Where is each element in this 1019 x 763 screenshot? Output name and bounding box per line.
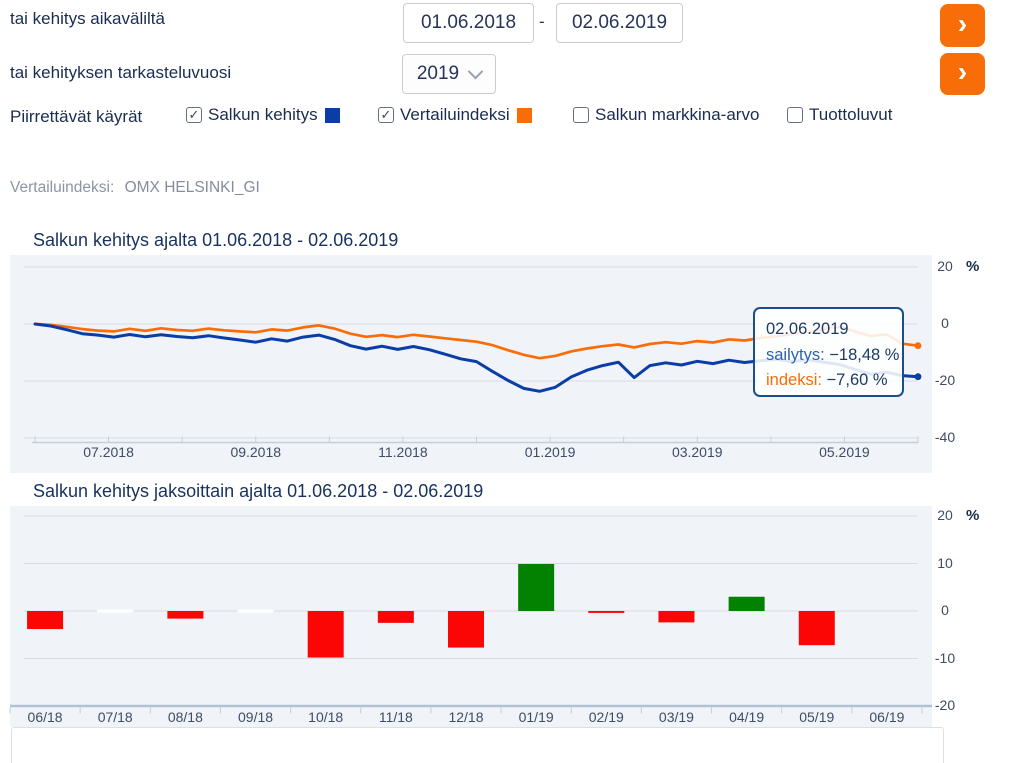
tooltip-index-label: indeksi: [766, 371, 822, 389]
bar-11/18[interactable] [377, 611, 414, 623]
bar-chart-panel[interactable]: 06/18 07/18 08/18 09/18 10/18 11/18 12/18 01/19… [9, 506, 932, 727]
bar-04/19[interactable] [728, 596, 765, 611]
y-tick-label: 20 [937, 258, 953, 274]
checkbox-vertailuindeksi[interactable]: ✓ Vertailuindeksi [378, 104, 532, 126]
bar-06/18[interactable] [27, 611, 64, 630]
x-tick-label: 09.2018 [230, 444, 282, 460]
checkbox-label: Salkun kehitys [208, 105, 318, 124]
line-chart-x-axis: 07.2018 09.2018 11.2018 01.2019 03.2019 05.20… [10, 444, 932, 462]
checkbox-checked-icon: ✓ [378, 107, 394, 123]
bar-08/18[interactable] [167, 611, 204, 619]
y-tick-label: -20 [934, 697, 956, 713]
next-section-panel [11, 727, 944, 763]
x-tick-label: 01.2019 [524, 444, 576, 460]
year-select[interactable]: 2019 [402, 54, 496, 94]
line-chart-title: Salkun kehitys ajalta 01.06.2018 - 02.06… [33, 230, 399, 250]
x-tick-label: 06/18 [27, 709, 63, 725]
checkbox-salkun-markkina-arvo[interactable]: Salkun markkina-arvo [573, 104, 759, 126]
y-tick-label: 10 [937, 554, 953, 571]
date-range-separator: - [539, 12, 545, 31]
checkbox-label: Tuottoluvut [809, 105, 893, 124]
tooltip-date: 02.06.2019 [766, 320, 849, 338]
year-label: tai kehityksen tarkasteluvuosi [10, 63, 232, 82]
x-tick-label: 07.2018 [83, 444, 134, 460]
x-tick-label: 12/18 [448, 709, 484, 725]
bar-chart-canvas[interactable] [9, 506, 932, 727]
x-tick-label: 07/18 [97, 709, 133, 725]
x-tick-label: 06/19 [869, 709, 905, 725]
y-tick-label: -10 [934, 649, 956, 666]
x-tick-label: 03.2019 [671, 444, 723, 460]
checkbox-salkun-kehitys[interactable]: ✓ Salkun kehitys [186, 104, 340, 126]
x-tick-label: 04/19 [729, 709, 765, 725]
checkbox-label: Vertailuindeksi [400, 105, 510, 124]
checkbox-tuottoluvut[interactable]: Tuottoluvut [787, 104, 892, 126]
y-tick-label: 20 [937, 507, 953, 523]
y-tick-label: -20 [934, 372, 956, 388]
bar-zero-07/18 [97, 609, 134, 613]
date-range-label: tai kehitys aikaväliltä [10, 9, 165, 28]
bar-10/18[interactable] [307, 611, 344, 658]
benchmark-row: Vertailuindeksi: OMX HELSINKI_GI [10, 179, 260, 197]
y-tick-label: -40 [934, 429, 956, 445]
series-end-dot-indeksi [914, 342, 922, 350]
bar-03/19[interactable] [658, 611, 695, 623]
x-tick-label: 08/18 [167, 709, 203, 725]
series-color-swatch-orange [516, 107, 532, 123]
chevron-right-icon: › [957, 7, 968, 39]
bar-chart-y-axis: 20 10 0 -10 -20 [928, 0, 962, 763]
benchmark-label: Vertailuindeksi: [10, 179, 115, 196]
bar-chart-title: Salkun kehitys jaksoittain ajalta 01.06.… [33, 481, 484, 501]
date-to-input[interactable] [556, 3, 683, 43]
year-select-value: 2019 [416, 63, 460, 84]
chevron-down-icon [467, 63, 484, 79]
curves-label: Piirrettävät käyrät [10, 107, 143, 126]
chevron-right-icon: › [957, 56, 968, 87]
x-tick-label: 11/18 [378, 709, 413, 725]
tooltip-portfolio-value: −18,48 % [829, 346, 900, 364]
checkbox-label: Salkun markkina-arvo [595, 105, 760, 124]
bar-05/19[interactable] [798, 611, 835, 646]
y-tick-label: 0 [941, 315, 949, 331]
x-tick-label: 10/18 [308, 709, 344, 725]
x-tick-label: 11.2018 [378, 444, 428, 460]
x-tick-label: 09/18 [238, 709, 274, 725]
series-color-swatch-blue [324, 107, 340, 123]
x-tick-label: 05/19 [799, 709, 835, 725]
checkbox-checked-icon: ✓ [186, 107, 202, 123]
bar-01/19[interactable] [518, 563, 555, 611]
bar-chart-x-axis: 06/18 07/18 08/18 09/18 10/18 11/18 12/18 01/19… [10, 709, 932, 727]
x-tick-label: 03/19 [658, 709, 694, 725]
apply-year-button[interactable]: › [940, 53, 985, 95]
bar-02/19[interactable] [588, 611, 625, 613]
x-tick-label: 02/19 [588, 709, 624, 725]
line-chart-y-unit: % [966, 258, 980, 275]
tooltip-index-value: −7,60 % [826, 371, 888, 389]
bar-12/18[interactable] [448, 611, 484, 648]
bar-chart-y-unit: % [966, 507, 980, 524]
tooltip-portfolio-label: sailytys: [766, 346, 825, 364]
series-end-dot-sailytys [914, 373, 922, 381]
bar-zero-09/18 [237, 609, 274, 613]
y-tick-label: 0 [941, 602, 949, 618]
x-tick-label: 01/19 [518, 709, 554, 725]
checkbox-unchecked-icon [573, 107, 589, 123]
tooltip-portfolio-row: sailytys: −18,48 % [766, 343, 899, 368]
chart-tooltip: 02.06.2019 sailytys: −18,48 % indeksi: −… [753, 307, 904, 397]
tooltip-index-row: indeksi: −7,60 % [766, 368, 891, 393]
line-chart-y-axis: 20 0 -20 -40 [928, 0, 962, 763]
x-tick-label: 05.2019 [819, 444, 870, 460]
checkbox-unchecked-icon [787, 107, 803, 123]
apply-date-range-button[interactable]: › [940, 4, 985, 47]
benchmark-value: OMX HELSINKI_GI [124, 179, 260, 196]
date-from-input[interactable] [403, 3, 534, 43]
